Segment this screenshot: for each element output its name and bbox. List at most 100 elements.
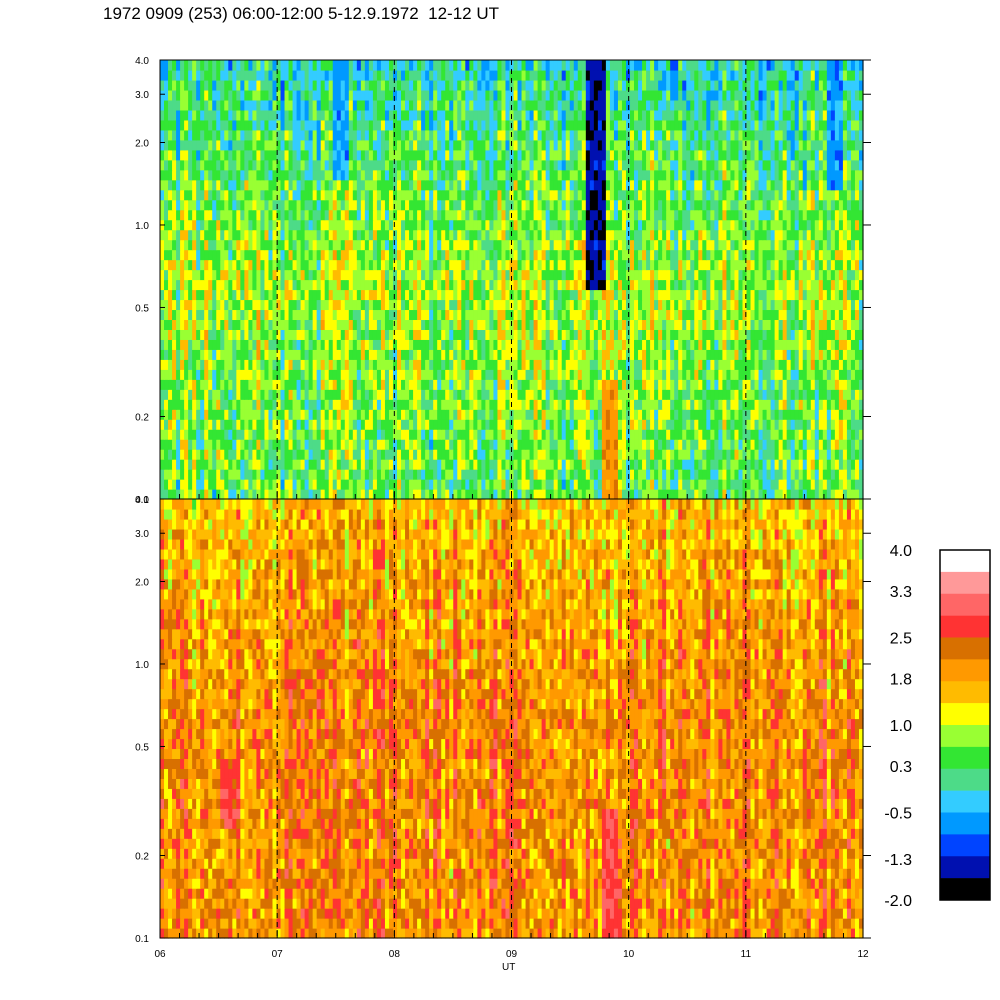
heatmap-cell xyxy=(762,469,768,480)
heatmap-cell xyxy=(838,419,844,430)
heatmap-cell xyxy=(762,439,768,450)
heatmap-cell xyxy=(493,279,499,291)
heatmap-cell xyxy=(541,409,547,420)
heatmap-cell xyxy=(469,459,474,470)
heatmap-cell xyxy=(746,329,752,340)
heatmap-cell xyxy=(838,409,844,420)
heatmap-cell xyxy=(529,429,535,440)
heatmap-cell xyxy=(501,319,507,330)
heatmap-cell xyxy=(517,229,523,241)
heatmap-cell xyxy=(842,469,848,480)
heatmap-cell xyxy=(630,439,635,450)
heatmap-cell xyxy=(726,289,732,301)
heatmap-cell xyxy=(754,369,760,380)
heatmap-cell xyxy=(670,369,675,380)
heatmap-cell xyxy=(240,269,245,281)
heatmap-cell xyxy=(232,479,237,490)
heatmap-cell xyxy=(481,469,486,480)
heatmap-cell xyxy=(682,219,687,231)
heatmap-cell xyxy=(364,389,370,400)
heatmap-cell xyxy=(754,279,760,291)
heatmap-cell xyxy=(200,359,205,370)
heatmap-cell xyxy=(666,269,671,281)
heatmap-cell xyxy=(766,319,772,330)
heatmap-cell xyxy=(457,459,462,470)
heatmap-cell xyxy=(746,359,752,370)
heatmap-cell xyxy=(384,489,390,500)
heatmap-cell xyxy=(268,459,274,470)
heatmap-cell xyxy=(842,399,848,410)
heatmap-cell xyxy=(778,309,784,321)
heatmap-cell xyxy=(585,379,591,390)
heatmap-cell xyxy=(682,459,687,470)
heatmap-cell xyxy=(364,329,370,340)
heatmap-cell xyxy=(842,489,848,500)
heatmap-cell xyxy=(180,209,185,221)
heatmap-cell xyxy=(746,469,752,480)
heatmap-cell xyxy=(252,429,258,440)
heatmap-cell xyxy=(292,239,298,251)
heatmap-cell xyxy=(497,289,503,301)
heatmap-cell xyxy=(670,239,675,251)
heatmap-cell xyxy=(674,259,679,271)
heatmap-cell xyxy=(300,469,306,480)
heatmap-cell xyxy=(730,229,736,241)
heatmap-cell xyxy=(244,429,249,440)
heatmap-cell xyxy=(292,459,298,470)
heatmap-cell xyxy=(489,309,495,321)
heatmap-cell xyxy=(200,479,205,490)
heatmap-cell xyxy=(750,249,756,261)
heatmap-cell xyxy=(718,449,723,460)
heatmap-cell xyxy=(525,339,531,350)
heatmap-cell xyxy=(280,449,286,460)
heatmap-cell xyxy=(417,359,422,370)
heatmap-cell xyxy=(164,489,169,500)
heatmap-cell xyxy=(417,439,422,450)
heatmap-cell xyxy=(344,319,350,330)
heatmap-cell xyxy=(553,459,559,470)
heatmap-cell xyxy=(465,469,470,480)
heatmap-cell xyxy=(609,419,615,430)
heatmap-cell xyxy=(858,229,864,241)
heatmap-cell xyxy=(489,469,495,480)
heatmap-cell xyxy=(397,259,402,271)
heatmap-cell xyxy=(392,339,398,350)
heatmap-cell xyxy=(429,329,434,340)
heatmap-cell xyxy=(513,239,519,251)
heatmap-cell xyxy=(244,309,249,321)
heatmap-cell xyxy=(545,259,551,271)
heatmap-cell xyxy=(846,239,852,251)
heatmap-cell xyxy=(216,209,221,221)
heatmap-cell xyxy=(521,209,527,221)
heatmap-cell xyxy=(288,469,294,480)
heatmap-cell xyxy=(425,419,430,430)
heatmap-cell xyxy=(344,329,350,340)
heatmap-cell xyxy=(557,429,563,440)
heatmap-cell xyxy=(392,459,398,470)
heatmap-cell xyxy=(646,359,651,370)
heatmap-cell xyxy=(240,429,245,440)
heatmap-cell xyxy=(176,359,181,370)
heatmap-cell xyxy=(686,429,691,440)
heatmap-cell xyxy=(212,439,217,450)
heatmap-cell xyxy=(397,469,402,480)
heatmap-cell xyxy=(654,409,659,420)
heatmap-cell xyxy=(368,319,374,330)
heatmap-cell xyxy=(690,439,695,450)
heatmap-cell xyxy=(376,209,382,221)
heatmap-cell xyxy=(272,359,278,370)
heatmap-cell xyxy=(597,459,603,470)
heatmap-cell xyxy=(164,379,169,390)
heatmap-cell xyxy=(465,249,470,261)
heatmap-cell xyxy=(461,359,466,370)
heatmap-cell xyxy=(276,299,282,311)
heatmap-cell xyxy=(264,379,270,390)
heatmap-cell xyxy=(658,339,663,350)
heatmap-cell xyxy=(746,439,752,450)
heatmap-cell xyxy=(517,479,523,490)
heatmap-cell xyxy=(236,449,241,460)
heatmap-cell xyxy=(814,489,820,500)
heatmap-cell xyxy=(774,219,780,231)
heatmap-cell xyxy=(762,399,768,410)
heatmap-cell xyxy=(449,379,454,390)
